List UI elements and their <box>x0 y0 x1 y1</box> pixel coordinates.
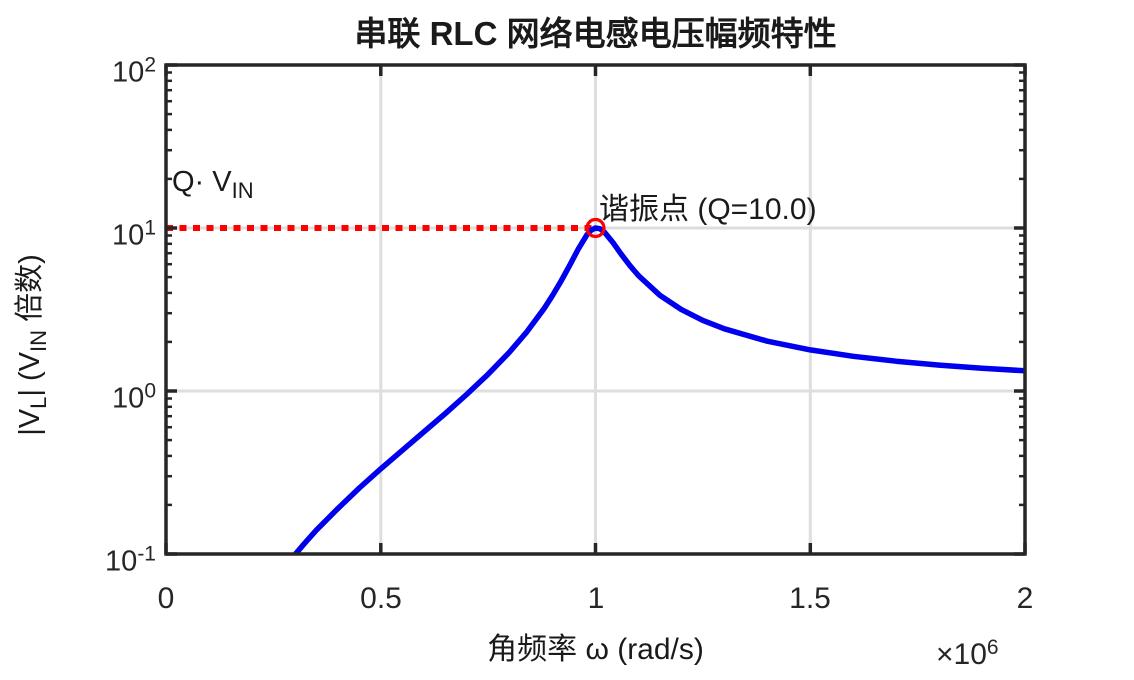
y-tick-exponent: 2 <box>144 53 156 77</box>
chart-title: 串联 RLC 网络电感电压幅频特性 <box>354 15 837 52</box>
y-tick-base: 10 <box>105 545 138 578</box>
resonance-annotation: 谐振点 (Q=10.0) <box>599 193 817 226</box>
y-tick-exponent: 1 <box>144 216 156 240</box>
x-tick-label-15: 1.5 <box>789 582 831 615</box>
x-tick-label-0: 0 <box>157 582 175 615</box>
y-tick-exponent: 0 <box>144 379 156 403</box>
y-tick-label-100: 102 <box>112 55 156 89</box>
reference-line-label-text: Q· V <box>172 166 232 198</box>
y-tick-exponent: -1 <box>137 542 156 566</box>
y-tick-label-01: 10-1 <box>105 544 156 578</box>
y-axis-label-subscript-l: L <box>26 396 51 409</box>
x-tick-label-1: 1 <box>587 582 605 615</box>
reference-line-label-subscript: IN <box>231 178 254 203</box>
y-tick-label-1: 100 <box>112 381 156 415</box>
reference-line-label: Q· VIN <box>172 166 254 202</box>
x-axis-label: 角频率 ω (rad/s) <box>487 633 704 666</box>
x-axis-exponent: ×106 <box>936 636 999 672</box>
y-tick-label-10: 101 <box>112 218 156 252</box>
y-axis-label-subscript-in: IN <box>26 329 51 352</box>
x-axis-exponent-power: 6 <box>986 636 999 659</box>
y-axis-label-text: |V <box>14 408 46 436</box>
x-tick-label-2: 2 <box>1016 582 1034 615</box>
y-tick-base: 10 <box>112 56 145 89</box>
x-axis-exponent-base: ×10 <box>936 638 987 671</box>
x-tick-label-05: 0.5 <box>360 582 402 615</box>
y-tick-base: 10 <box>112 382 145 415</box>
y-axis-label-text: | (V <box>14 351 46 397</box>
y-axis-label: |VL| (VIN 倍数) <box>6 254 51 436</box>
y-axis-label-text: 倍数) <box>14 254 46 330</box>
y-tick-base: 10 <box>112 219 145 252</box>
